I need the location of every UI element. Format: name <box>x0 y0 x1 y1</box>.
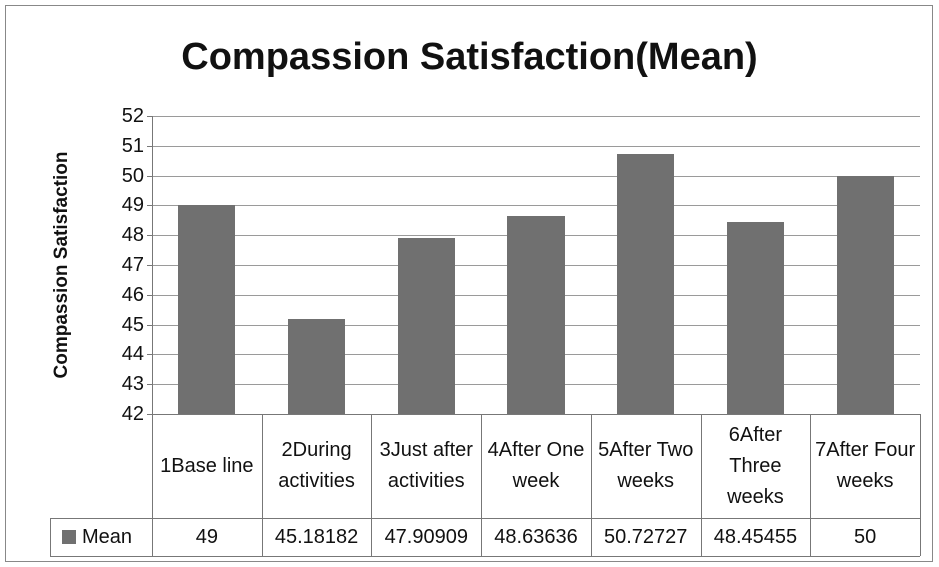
y-axis-label: Compassion Satisfaction <box>51 151 72 379</box>
table-line <box>590 414 592 556</box>
y-tick-label: 42 <box>121 403 144 425</box>
tick-mark <box>147 414 152 415</box>
table-line <box>50 556 920 557</box>
y-tick-label: 45 <box>121 313 144 336</box>
chart-border <box>5 5 933 562</box>
y-tick-label: 49 <box>121 194 144 217</box>
grid-line <box>152 116 920 117</box>
table-line <box>152 414 153 556</box>
x-tick-label: 4After One week <box>487 439 585 492</box>
bar <box>836 175 894 414</box>
table-line <box>700 414 702 556</box>
x-tick-label: 7After Four weeks <box>815 439 916 492</box>
table-value: 45.18182 <box>274 525 359 548</box>
legend-label: Mean <box>82 525 133 548</box>
tick-mark <box>147 294 152 296</box>
table-value: 48.45455 <box>713 525 798 548</box>
tick-mark <box>147 116 152 117</box>
tick-mark <box>147 384 152 386</box>
x-tick-label: 3Just after activities <box>379 439 473 492</box>
table-value: 47.90909 <box>384 525 468 548</box>
x-tick-label: 1Base line <box>160 454 254 477</box>
tick-mark <box>147 354 152 356</box>
grid-line <box>152 175 920 177</box>
y-tick-label: 43 <box>121 373 144 396</box>
table-line <box>50 518 920 519</box>
x-tick-label: 5After Two weeks <box>598 439 694 492</box>
table-line <box>481 414 483 556</box>
x-tick-label: 2During activities <box>278 439 355 492</box>
y-tick-label: 48 <box>121 224 144 247</box>
table-line <box>810 414 812 556</box>
table-value: 49 <box>195 525 218 548</box>
tick-mark <box>147 175 152 177</box>
table-line <box>371 414 373 556</box>
y-tick-label: 44 <box>121 343 144 366</box>
table-line <box>261 414 263 556</box>
y-tick-label: 50 <box>121 164 144 187</box>
table-value: 50.72727 <box>603 525 688 548</box>
table-value: 50 <box>854 525 877 548</box>
bar <box>288 319 346 414</box>
grid-line <box>152 205 920 207</box>
table-line <box>920 414 921 556</box>
bar <box>726 221 784 414</box>
tick-mark <box>147 235 152 237</box>
y-tick-label: 51 <box>121 134 144 157</box>
x-tick-label: 6After Three weeks <box>727 423 784 508</box>
table-line <box>152 414 920 415</box>
bar <box>507 216 565 414</box>
tick-mark <box>147 324 152 326</box>
tick-mark <box>147 265 152 266</box>
grid-line <box>152 145 920 147</box>
tick-mark <box>147 145 152 147</box>
bar <box>178 205 236 414</box>
y-tick-label: 52 <box>121 105 144 127</box>
chart-title: Compassion Satisfaction(Mean) <box>181 36 758 78</box>
bar <box>397 237 455 414</box>
y-tick-label: 46 <box>121 283 144 306</box>
table-value: 48.63636 <box>494 525 578 548</box>
y-axis-line <box>152 116 153 414</box>
legend-swatch <box>62 530 76 544</box>
table-line <box>50 518 51 556</box>
bar <box>617 153 675 414</box>
tick-mark <box>147 205 152 207</box>
y-tick-label: 47 <box>121 254 144 276</box>
